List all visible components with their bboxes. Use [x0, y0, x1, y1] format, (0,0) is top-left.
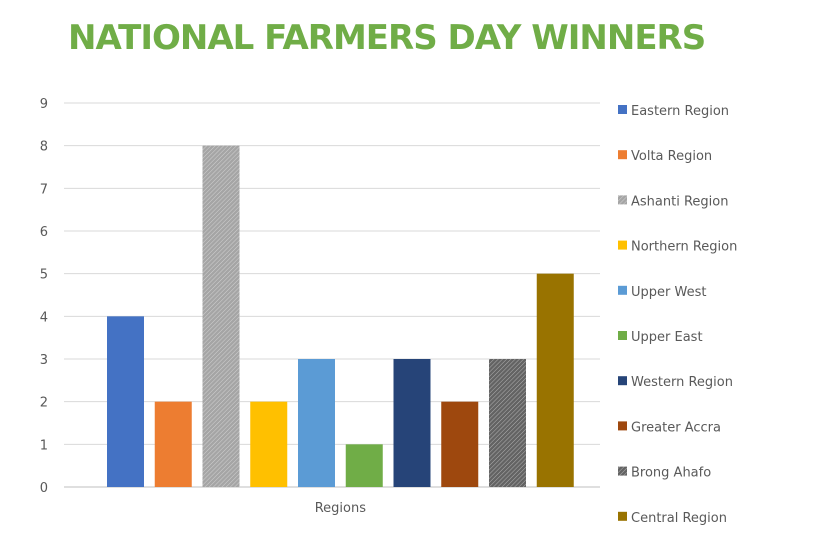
legend-swatch [618, 150, 627, 160]
y-tick-label: 5 [40, 268, 48, 283]
legend-label: Upper East [631, 330, 703, 345]
legend-swatch [618, 421, 627, 431]
legend-item: Greater Accra [618, 420, 721, 435]
y-tick-label: 3 [40, 353, 48, 368]
legend-item: Upper West [618, 285, 706, 300]
legend-swatch [618, 285, 627, 295]
legend-label: Northern Region [631, 240, 737, 255]
legend-item: Western Region [618, 375, 733, 390]
bar-upper-west [298, 359, 335, 487]
legend-label: Eastern Region [631, 104, 729, 119]
bar-volta-region [154, 401, 192, 487]
legend-swatch [618, 105, 627, 114]
y-tick-label: 6 [40, 225, 48, 240]
bar-central-region [536, 273, 574, 487]
legend-item: Volta Region [618, 149, 712, 164]
y-tick-label: 4 [40, 310, 48, 325]
bar-ashanti-region [202, 145, 240, 487]
legend-label: Central Region [631, 511, 727, 526]
legend-swatch [618, 376, 627, 386]
legend-swatch [618, 511, 627, 521]
legend-label: Upper West [631, 285, 706, 300]
y-tick-label: 1 [40, 438, 48, 453]
legend-swatch [618, 331, 627, 340]
bar-upper-east [345, 444, 383, 487]
bar-brong-ahafo [489, 359, 526, 487]
legend-swatch [618, 195, 627, 205]
y-tick-label: 9 [40, 97, 48, 112]
legend-label: Greater Accra [631, 420, 721, 435]
legend-label: Ashanti Region [631, 194, 728, 209]
legend-label: Western Region [631, 375, 733, 390]
bar-eastern-region [107, 316, 144, 487]
bar-greater-accra [441, 401, 479, 487]
legend-item: Eastern Region [618, 104, 729, 119]
y-tick-label: 7 [40, 182, 48, 197]
y-tick-label: 0 [40, 481, 48, 496]
legend-label: Volta Region [631, 149, 712, 164]
y-tick-label: 8 [40, 140, 48, 155]
bar-western-region [393, 359, 431, 487]
legend-item: Northern Region [618, 240, 737, 255]
y-tick-label: 2 [40, 396, 48, 411]
legend-label: Brong Ahafo [631, 466, 711, 481]
legend-item: Upper East [618, 330, 703, 345]
bar-northern-region [250, 401, 288, 487]
legend-item: Brong Ahafo [618, 466, 711, 481]
legend-item: Central Region [618, 511, 727, 526]
legend-swatch [618, 466, 627, 476]
x-category-label: Regions [315, 501, 367, 516]
chart-title: NATIONAL FARMERS DAY WINNERS [68, 18, 706, 58]
legend-swatch [618, 240, 627, 250]
legend-item: Ashanti Region [618, 194, 728, 209]
